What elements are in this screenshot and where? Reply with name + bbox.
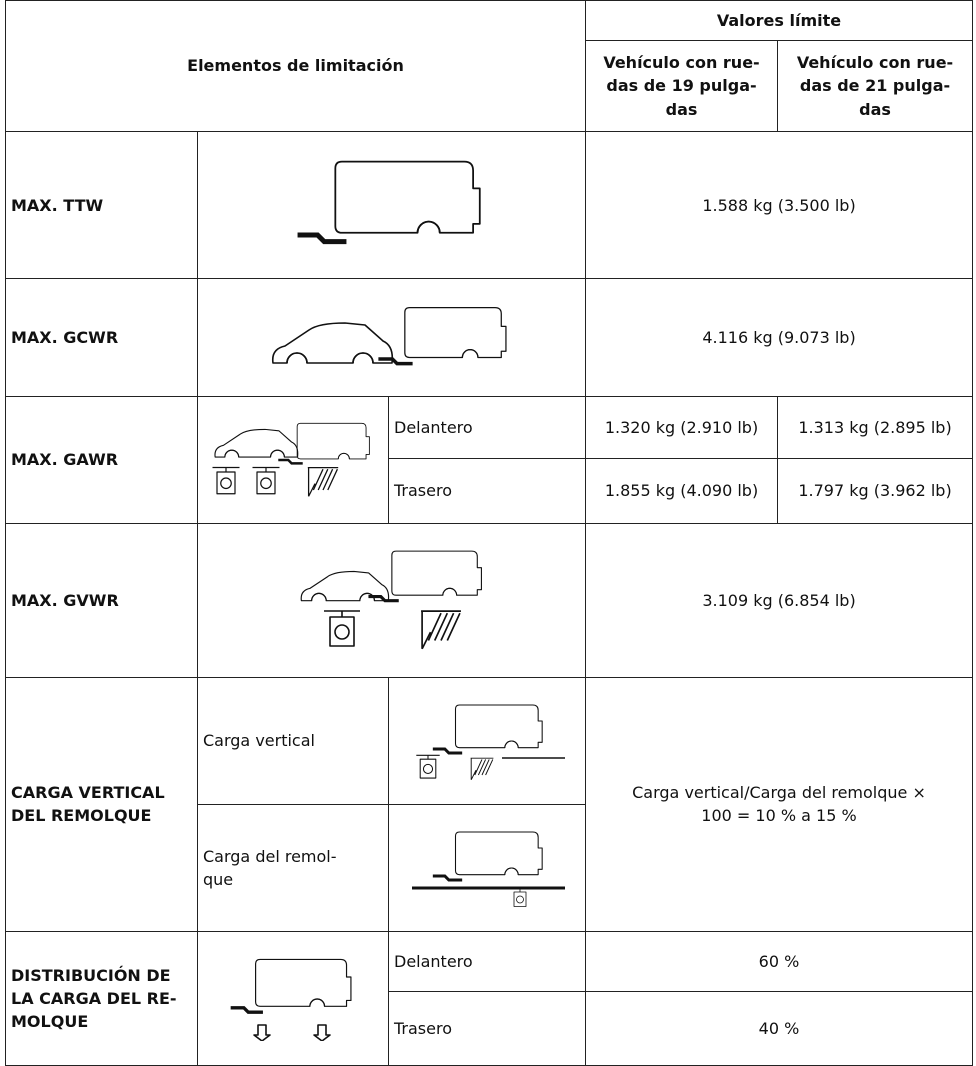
value: 4.116 kg (9.073 lb): [585, 278, 973, 397]
car-trailer-illustration: [271, 305, 508, 366]
value: 3.109 kg (6.854 lb): [585, 523, 973, 678]
sub-label: Trasero: [388, 991, 586, 1066]
illustration-cell: [197, 130, 586, 280]
column-header: Vehículo con rue- das de 21 pulga- das: [777, 40, 973, 132]
trailer-illustration: [282, 155, 502, 255]
row-label: CARGA VERTICAL DEL REMOLQUE: [5, 676, 198, 933]
value: 1.797 kg (3.962 lb): [777, 458, 973, 525]
sub-label: Delantero: [388, 931, 586, 993]
illustration-cell: [197, 523, 586, 678]
illustration-cell: [197, 931, 389, 1066]
value: 1.855 kg (4.090 lb): [585, 458, 778, 525]
page-body: Elementos de limitación Valores límite V…: [5, 0, 973, 1066]
column-header: Vehículo con rue- das de 19 pulga- das: [585, 40, 778, 132]
illustration-cell: [197, 278, 586, 397]
limits-table: Elementos de limitación Valores límite V…: [5, 0, 973, 1066]
sub-label: Trasero: [388, 458, 586, 525]
gross-weight-illustration: [300, 549, 483, 651]
illustration-cell: [388, 803, 586, 933]
value: 40 %: [585, 991, 973, 1066]
row-label: MAX. GCWR: [5, 278, 198, 397]
axle-scales-illustration: [211, 421, 371, 498]
distribution-illustration: [228, 957, 353, 1042]
row-label: MAX. GAWR: [5, 395, 198, 525]
illustration-cell: [197, 395, 389, 525]
trailer-load-illustration: [412, 830, 565, 908]
sub-label: Delantero: [388, 395, 586, 460]
sub-label: Carga vertical: [197, 676, 389, 805]
header-title: Elementos de limitación: [5, 0, 586, 132]
illustration-cell: [388, 676, 586, 805]
sub-label: Carga del remol- que: [197, 803, 389, 933]
value: 1.320 kg (2.910 lb): [585, 395, 778, 460]
value: 1.588 kg (3.500 lb): [585, 130, 973, 280]
row-label: DISTRIBUCIÓN DE LA CARGA DEL RE- MOLQUE: [5, 931, 198, 1066]
value: Carga vertical/Carga del remolque × 100 …: [585, 676, 973, 933]
value: 60 %: [585, 931, 973, 993]
row-label: MAX. GVWR: [5, 523, 198, 678]
page: {"header": {"title": "Elementos de limit…: [5, 0, 973, 1066]
row-label: MAX. TTW: [5, 130, 198, 280]
header-group: Valores límite: [585, 0, 973, 41]
value: 1.313 kg (2.895 lb): [777, 395, 973, 460]
tongue-load-illustration: [415, 702, 565, 781]
